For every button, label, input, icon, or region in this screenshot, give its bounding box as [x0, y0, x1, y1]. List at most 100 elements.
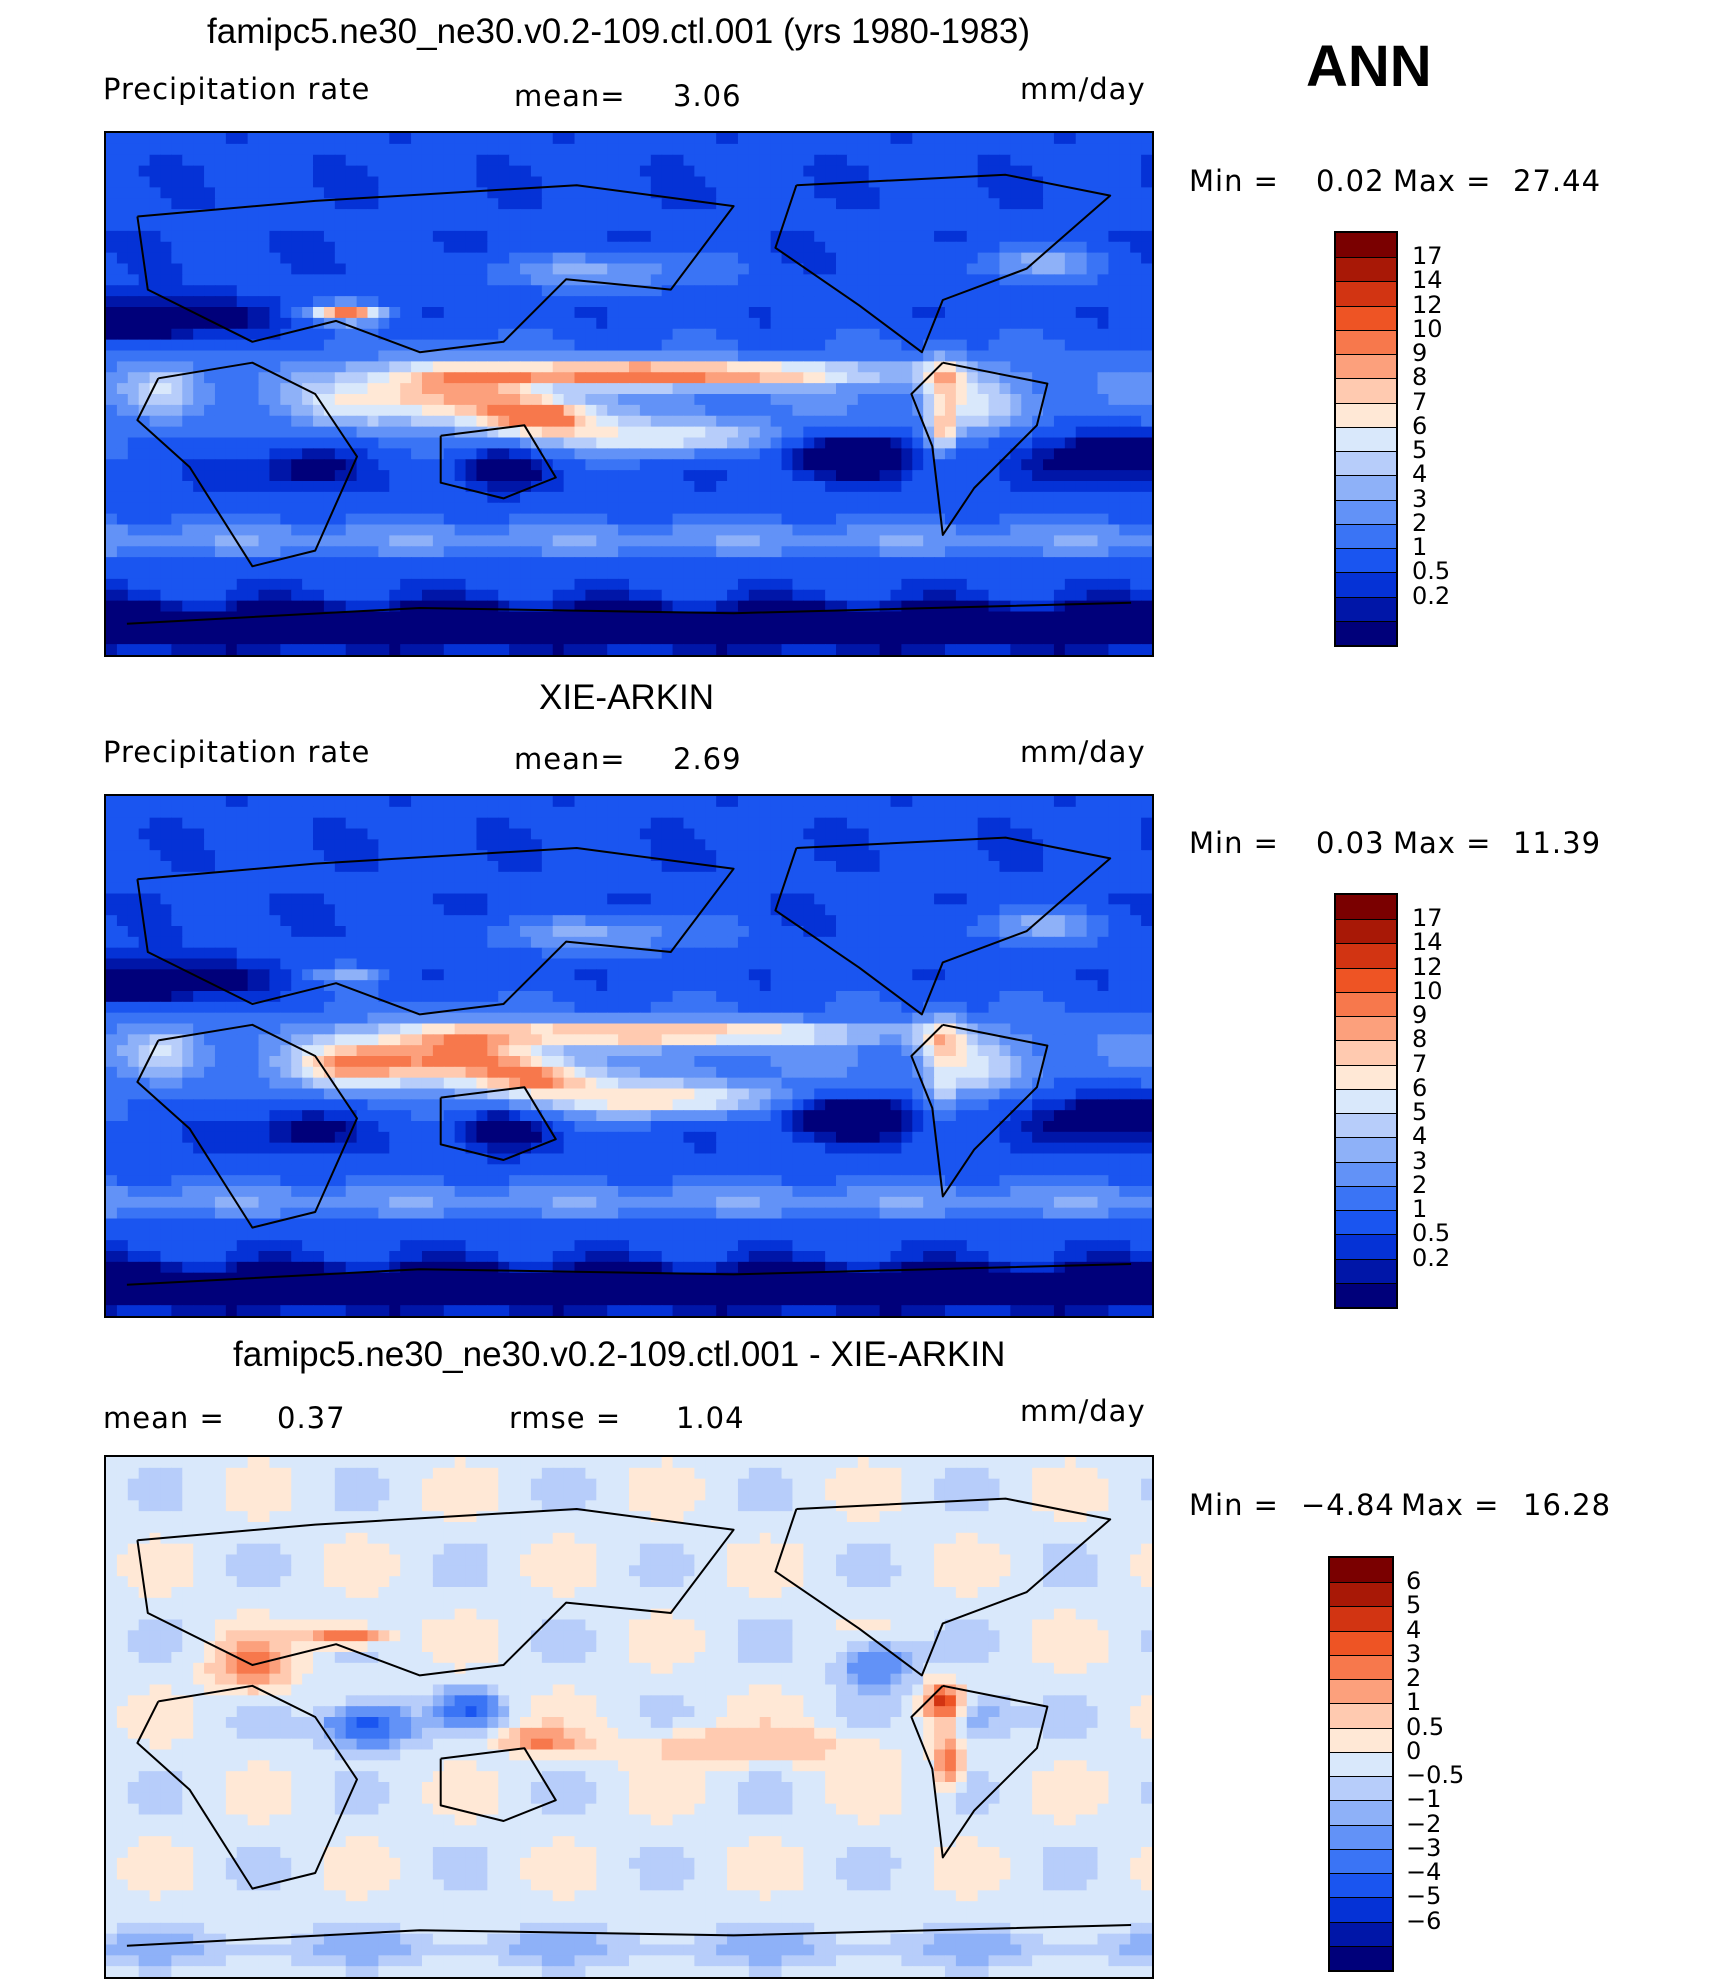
- field-cell: [214, 491, 227, 504]
- field-cell: [269, 578, 281, 591]
- field-cell: [291, 176, 303, 188]
- field-cell: [1086, 394, 1099, 406]
- field-cell: [116, 383, 129, 395]
- field-cell: [1075, 448, 1088, 460]
- field-cell: [857, 296, 870, 308]
- field-cell: [400, 307, 412, 319]
- field-cell: [509, 828, 521, 840]
- field-cell: [1064, 404, 1077, 417]
- field-cell: [509, 644, 521, 655]
- field-cell: [313, 644, 325, 655]
- field-cell: [378, 133, 390, 145]
- field-cell: [323, 209, 336, 221]
- field-cell: [291, 252, 303, 265]
- field-cell: [672, 328, 685, 341]
- field-cell: [934, 589, 946, 602]
- field-cell: [803, 535, 815, 547]
- field-cell: [683, 622, 695, 634]
- field-cell: [618, 491, 630, 504]
- field-cell: [879, 394, 892, 406]
- colorbar-1-swatch: [1336, 329, 1396, 355]
- field-cell: [421, 263, 434, 275]
- field-cell: [737, 383, 750, 395]
- field-cell: [116, 176, 129, 188]
- field-cell: [716, 383, 728, 395]
- field-cell: [792, 568, 804, 580]
- field-cell: [716, 459, 728, 471]
- field-cell: [814, 546, 826, 558]
- field-cell: [454, 176, 467, 188]
- field-cell: [1043, 350, 1055, 362]
- field-cell: [334, 176, 347, 188]
- field-cell: [1097, 600, 1110, 613]
- field-cell: [988, 578, 1001, 591]
- field-cell: [781, 568, 794, 580]
- field-cell: [1141, 578, 1152, 591]
- field-cell: [901, 176, 913, 188]
- field-cell: [400, 220, 412, 232]
- field-cell: [770, 600, 783, 613]
- field-cell: [1130, 176, 1142, 188]
- field-cell: [727, 154, 739, 167]
- field-cell: [716, 285, 728, 297]
- field-cell: [465, 143, 478, 156]
- field-cell: [716, 230, 728, 243]
- field-cell: [1064, 426, 1077, 439]
- field-cell: [1141, 263, 1152, 275]
- field-cell: [901, 372, 913, 384]
- panel1-mean-value: 3.06: [673, 79, 742, 113]
- field-cell: [367, 241, 379, 254]
- field-cell: [225, 133, 238, 145]
- field-cell: [966, 372, 979, 384]
- field-cell: [639, 165, 652, 178]
- field-cell: [182, 209, 194, 221]
- field-cell: [302, 307, 314, 319]
- field-cell: [1053, 806, 1066, 819]
- field-cell: [999, 165, 1011, 178]
- field-cell: [378, 568, 390, 580]
- field-cell: [944, 600, 957, 613]
- field-cell: [552, 828, 565, 840]
- field-cell: [705, 502, 717, 515]
- field-cell: [258, 307, 271, 319]
- field-cell: [520, 415, 532, 428]
- field-cell: [509, 513, 521, 526]
- field-cell: [214, 209, 227, 221]
- field-cell: [465, 644, 478, 655]
- field-cell: [988, 328, 1001, 341]
- field-cell: [443, 154, 456, 167]
- field-cell: [803, 372, 815, 384]
- field-cell: [541, 209, 554, 221]
- field-cell: [498, 220, 510, 232]
- field-cell: [138, 806, 151, 819]
- field-cell: [618, 285, 630, 297]
- field-cell: [1086, 187, 1099, 199]
- field-cell: [1043, 187, 1055, 199]
- field-cell: [705, 535, 717, 547]
- field-cell: [182, 394, 194, 406]
- field-cell: [1119, 470, 1131, 482]
- field-cell: [574, 502, 587, 515]
- field-cell: [857, 165, 870, 178]
- field-cell: [1064, 274, 1077, 286]
- field-cell: [345, 448, 358, 460]
- field-cell: [1141, 622, 1152, 634]
- field-cell: [389, 633, 401, 645]
- field-cell: [1086, 176, 1099, 188]
- field-cell: [999, 143, 1011, 156]
- field-cell: [225, 220, 238, 232]
- field-cell: [639, 437, 652, 449]
- field-cell: [1021, 296, 1033, 308]
- field-cell: [1021, 459, 1033, 471]
- field-cell: [639, 589, 652, 602]
- field-cell: [683, 328, 695, 341]
- field-cell: [672, 285, 685, 297]
- field-cell: [825, 524, 837, 536]
- field-cell: [890, 209, 902, 221]
- field-cell: [923, 143, 935, 156]
- field-cell: [530, 317, 543, 330]
- field-cell: [934, 535, 946, 547]
- field-cell: [737, 296, 750, 308]
- field-cell: [770, 187, 783, 199]
- field-cell: [737, 394, 750, 406]
